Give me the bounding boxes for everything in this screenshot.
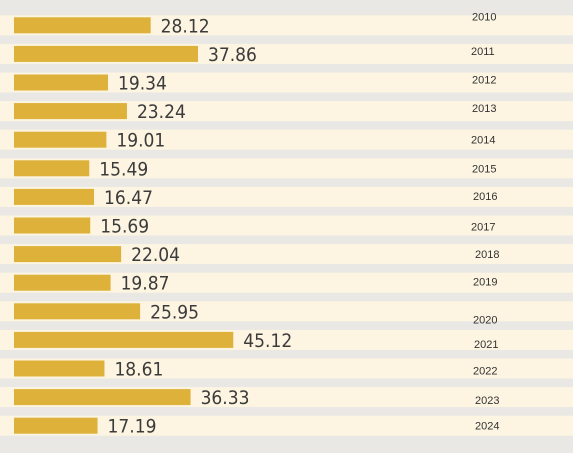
bars — [14, 17, 234, 434]
category-labels: 2010 2011 2012 2013 2014 2015 2016 2017 2018 2019… — [471, 11, 499, 432]
row-band — [0, 101, 573, 122]
bar — [14, 360, 105, 377]
row-band — [0, 158, 573, 179]
row-band — [0, 272, 573, 293]
bar — [14, 274, 111, 291]
bar — [14, 246, 122, 263]
row-band — [0, 358, 573, 379]
year-label: 2018 — [475, 249, 499, 261]
bar — [14, 389, 191, 406]
year-label: 2019 — [473, 277, 497, 289]
year-label: 2023 — [475, 395, 499, 407]
bar — [14, 303, 141, 320]
year-label: 2012 — [472, 75, 496, 87]
value-label: 17.19 — [108, 416, 157, 438]
year-label: 2014 — [471, 135, 495, 147]
bar — [14, 74, 108, 91]
value-label: 28.12 — [161, 15, 210, 37]
value-label: 36.33 — [201, 387, 250, 409]
value-label: 45.12 — [243, 330, 292, 352]
bar — [14, 160, 90, 177]
row-band — [0, 215, 573, 236]
year-label: 2010 — [472, 11, 496, 23]
row-band — [0, 129, 573, 150]
bar — [14, 131, 107, 148]
year-label: 2024 — [475, 421, 499, 433]
bar — [14, 217, 91, 234]
row-band — [0, 186, 573, 207]
value-label: 25.95 — [150, 301, 199, 323]
row-band — [0, 415, 573, 436]
bar — [14, 45, 198, 62]
year-label: 2020 — [473, 314, 497, 326]
row-band — [0, 72, 573, 93]
value-labels: 28.12 37.86 19.34 23.24 19.01 15.49 16.47 15.69… — [99, 15, 292, 437]
year-label: 2017 — [471, 222, 495, 234]
year-label: 2015 — [472, 163, 496, 175]
value-label: 19.34 — [118, 73, 167, 95]
year-label: 2013 — [472, 103, 496, 115]
year-label: 2022 — [473, 366, 497, 378]
value-label: 15.69 — [100, 216, 149, 238]
bar — [14, 417, 98, 434]
bar — [14, 103, 127, 120]
year-label: 2016 — [473, 191, 497, 203]
value-label: 19.87 — [121, 273, 170, 295]
row-band — [0, 244, 573, 265]
value-label: 18.61 — [114, 359, 163, 381]
value-label: 15.49 — [99, 158, 148, 180]
value-label: 23.24 — [137, 101, 186, 123]
bar — [14, 331, 234, 348]
value-label: 16.47 — [104, 187, 153, 209]
year-label: 2011 — [471, 46, 495, 58]
value-label: 37.86 — [208, 44, 257, 66]
value-label: 22.04 — [131, 244, 180, 266]
bar — [14, 188, 95, 205]
value-label: 19.01 — [116, 130, 165, 152]
bar — [14, 17, 151, 34]
row-band — [0, 301, 573, 322]
year-label: 2021 — [474, 339, 498, 351]
